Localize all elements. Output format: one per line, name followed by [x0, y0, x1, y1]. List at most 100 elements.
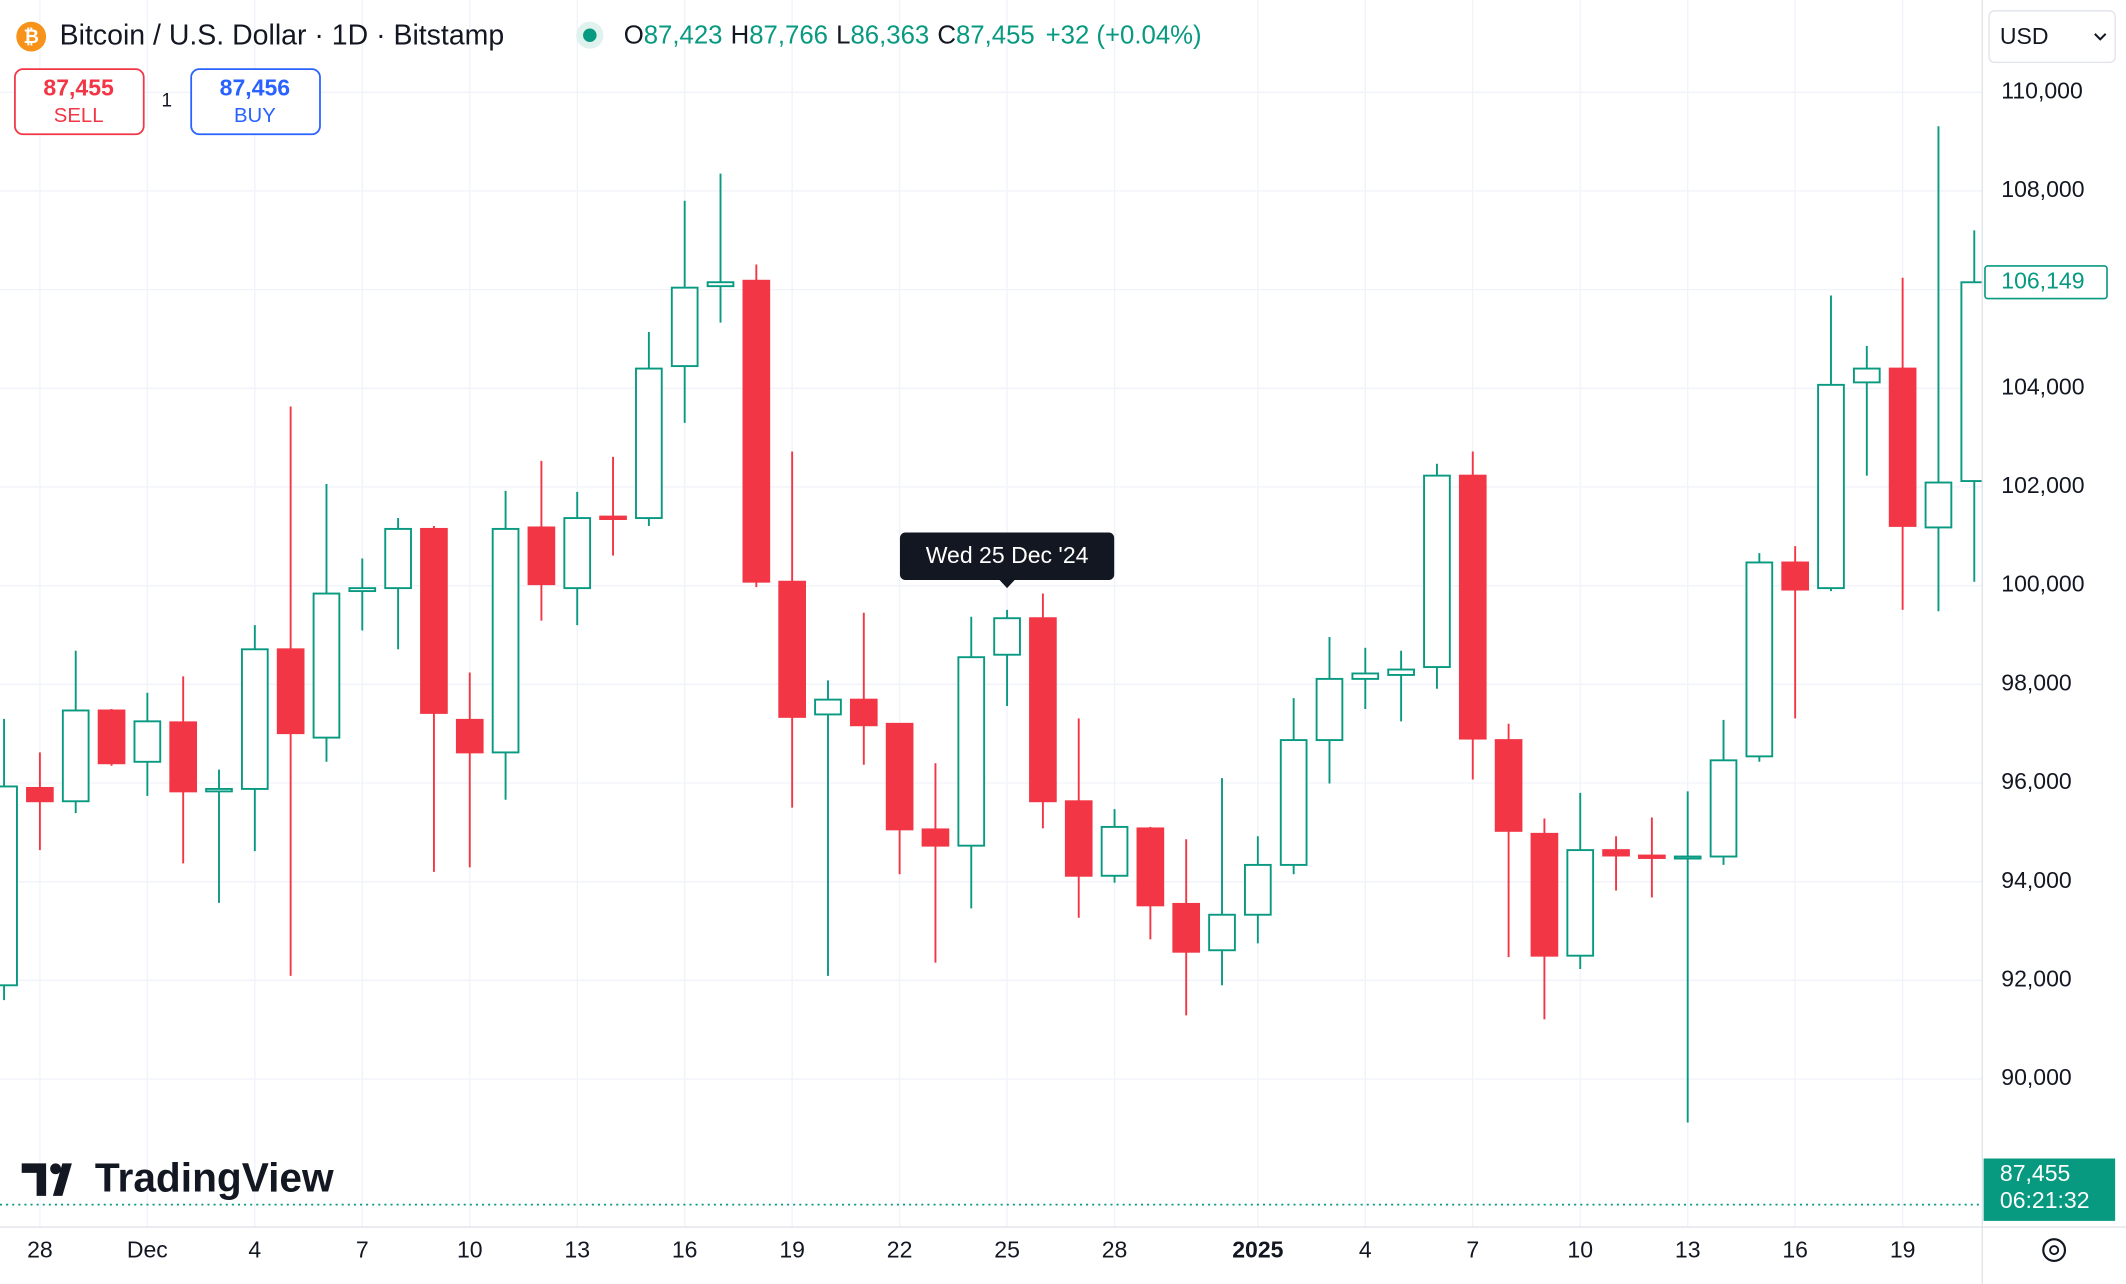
x-tick-label: 10	[457, 1237, 483, 1263]
ohlc-values: O87,423 H87,766 L86,363 C87,455 +32 (+0.04%)	[624, 21, 1202, 49]
candle-body	[814, 698, 842, 716]
symbol-header: Bitcoin / U.S. Dollar · 1D · Bitstamp	[60, 19, 505, 51]
candle	[1960, 230, 1983, 582]
logo-text: TradingView	[95, 1155, 334, 1201]
x-tick-label: 22	[887, 1237, 913, 1263]
candle	[1745, 553, 1774, 762]
bitcoin-icon	[16, 21, 47, 52]
candle	[670, 200, 699, 423]
buy-box[interactable]	[190, 68, 321, 136]
ohlc-value: 87,455	[956, 21, 1035, 49]
candle-body	[0, 785, 18, 987]
currency[interactable]: USD	[2000, 23, 2049, 49]
y-tick-label: 96,000	[2001, 768, 2071, 794]
candle	[384, 518, 412, 650]
sell-button[interactable]: 87,455 SELL	[14, 68, 145, 136]
candle-body	[1494, 739, 1523, 832]
sell-label[interactable]: SELL	[54, 105, 104, 127]
quantity[interactable]: 1	[161, 91, 172, 112]
candle-body	[384, 527, 412, 590]
ohlc-value: 86,363	[850, 21, 929, 49]
candle-body	[240, 648, 269, 790]
candle	[1029, 593, 1057, 829]
candle-body	[205, 787, 233, 793]
candle-body	[1602, 849, 1630, 857]
candle	[957, 616, 986, 909]
candle	[133, 692, 162, 796]
x-tick-label: 10	[1567, 1237, 1593, 1263]
candle-body	[635, 367, 663, 520]
candle	[1279, 698, 1308, 875]
candle	[61, 650, 90, 814]
y-tick-label: 94,000	[2001, 867, 2071, 893]
candle-body	[742, 279, 771, 583]
candle-body	[1423, 474, 1451, 669]
candle	[1530, 818, 1559, 1020]
candle	[26, 752, 54, 851]
logo: TradingView	[21, 1155, 334, 1201]
candle-body	[348, 587, 377, 593]
x-tick-label: 13	[564, 1237, 590, 1263]
currency-chevron	[2094, 33, 2107, 41]
candle-body	[706, 281, 735, 288]
candle-body	[778, 580, 806, 718]
candle	[1100, 809, 1129, 883]
candle	[527, 460, 556, 621]
candle	[1458, 451, 1487, 780]
y-tick-label: 110,000	[2001, 77, 2083, 103]
candle	[921, 763, 950, 963]
ohlc-label: H	[731, 21, 750, 49]
tooltip-pointer	[998, 579, 1016, 589]
candle-body	[1208, 913, 1236, 952]
buy-price[interactable]: 87,456	[220, 75, 290, 101]
buy-label[interactable]: BUY	[234, 105, 276, 127]
candle-body	[1960, 281, 1983, 483]
sell-price[interactable]: 87,455	[43, 75, 114, 101]
candle-body	[563, 517, 592, 590]
candle	[1208, 778, 1236, 986]
candle	[1136, 826, 1165, 940]
y-tick-label: 102,000	[2001, 472, 2084, 498]
candle-body	[1530, 832, 1559, 957]
y-tick-label: 92,000	[2001, 965, 2071, 991]
settings-icon-center	[2049, 1245, 2060, 1256]
market-status-dot[interactable]	[583, 28, 597, 43]
candle-body	[1888, 367, 1917, 527]
x-tick-label: 25	[994, 1237, 1020, 1263]
candle	[706, 173, 735, 323]
candle-body	[957, 656, 986, 847]
candle	[420, 525, 448, 872]
ohlc-value: 87,766	[749, 21, 828, 49]
candle-body	[1351, 672, 1380, 680]
last-price-label: 106,149	[2001, 267, 2084, 293]
candle-body	[61, 709, 90, 803]
y-tick-label: 90,000	[2001, 1064, 2071, 1090]
candle	[1064, 718, 1093, 918]
candle-body	[1458, 474, 1487, 740]
candle	[885, 722, 914, 875]
buy-button[interactable]: 87,456 BUY	[190, 68, 321, 136]
countdown: 06:21:32	[2000, 1187, 2090, 1213]
current-price-box	[1983, 1158, 2116, 1221]
candle-body	[885, 722, 914, 831]
candle-body	[599, 515, 627, 520]
symbol-title[interactable]: Bitcoin / U.S. Dollar · 1D · Bitstamp	[60, 19, 505, 51]
currency-select[interactable]	[1988, 10, 2116, 64]
sell-box[interactable]	[14, 68, 145, 136]
candle-body	[1709, 759, 1738, 858]
candle	[635, 332, 663, 526]
candle-body	[420, 527, 448, 714]
settings-icon[interactable]	[2042, 1238, 2067, 1263]
candle-body	[921, 828, 950, 847]
x-tick-label: 7	[356, 1237, 369, 1263]
candle	[491, 490, 520, 800]
candle-body	[1172, 902, 1201, 953]
candle	[1709, 719, 1738, 865]
candle	[312, 484, 341, 762]
candle	[1423, 463, 1451, 689]
x-tick-label: 28	[1102, 1237, 1128, 1263]
candle-body	[169, 721, 198, 793]
candle	[1602, 836, 1630, 891]
ohlc-label: C	[937, 21, 956, 49]
candle	[348, 558, 377, 631]
